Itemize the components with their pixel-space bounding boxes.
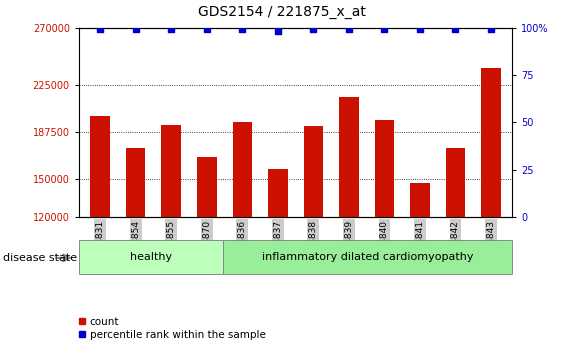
Point bbox=[309, 27, 318, 32]
Bar bbox=[233, 122, 252, 217]
Point bbox=[486, 27, 495, 32]
Bar bbox=[446, 148, 465, 217]
Text: inflammatory dilated cardiomyopathy: inflammatory dilated cardiomyopathy bbox=[262, 252, 473, 262]
Point bbox=[96, 27, 105, 32]
Point bbox=[202, 27, 211, 32]
Text: GDS2154 / 221875_x_at: GDS2154 / 221875_x_at bbox=[198, 5, 365, 19]
Point bbox=[238, 27, 247, 32]
Point bbox=[131, 27, 140, 32]
Bar bbox=[303, 126, 323, 217]
Text: healthy: healthy bbox=[130, 252, 172, 262]
Bar bbox=[224, 240, 512, 274]
Bar bbox=[79, 240, 224, 274]
Point bbox=[273, 29, 282, 34]
Point bbox=[451, 27, 460, 32]
Point bbox=[345, 27, 354, 32]
Bar bbox=[268, 169, 288, 217]
Point bbox=[167, 27, 176, 32]
Bar bbox=[197, 157, 217, 217]
Legend: count, percentile rank within the sample: count, percentile rank within the sample bbox=[78, 317, 266, 340]
Text: disease state: disease state bbox=[3, 253, 77, 263]
Bar bbox=[481, 68, 501, 217]
Bar bbox=[339, 97, 359, 217]
Bar bbox=[162, 125, 181, 217]
Bar bbox=[126, 148, 145, 217]
Point bbox=[380, 27, 389, 32]
Point bbox=[415, 27, 425, 32]
Bar bbox=[374, 120, 394, 217]
Bar bbox=[91, 116, 110, 217]
Bar bbox=[410, 183, 430, 217]
